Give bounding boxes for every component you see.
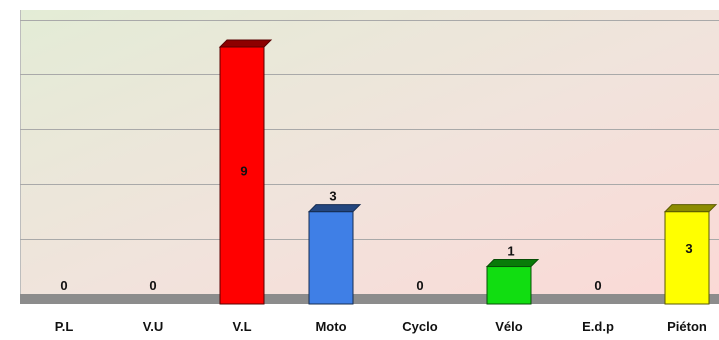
tick-label-P.L: P.L (55, 319, 74, 334)
data-label-Cyclo: 0 (416, 278, 423, 293)
tick-label-Piéton: Piéton (667, 319, 707, 334)
bar-Moto (308, 211, 354, 305)
data-labels: 0 0 9 3 0 1 0 3 (60, 163, 692, 293)
tick-label-Cyclo: Cyclo (402, 319, 437, 334)
data-label-Moto: 3 (329, 189, 336, 204)
x-axis-tick-labels: P.L V.U V.L Moto Cyclo Vélo E.d.p Piéton (55, 319, 707, 334)
tick-label-E.d.p: E.d.p (582, 319, 614, 334)
data-label-V.L: 9 (240, 163, 247, 178)
bars (218, 39, 718, 305)
tick-label-V.U: V.U (143, 319, 163, 334)
bar-V.L (219, 46, 265, 305)
bar-top-V.L (218, 39, 273, 48)
bar-top-Vélo (485, 259, 540, 268)
data-label-Vélo: 1 (507, 244, 514, 259)
data-label-V.U: 0 (149, 278, 156, 293)
tick-label-Moto: Moto (315, 319, 346, 334)
bar-Vélo (486, 266, 532, 305)
bar-top-Moto (307, 204, 362, 213)
chart-floor (20, 294, 719, 304)
bar-Piéton (664, 211, 710, 305)
bar-top-Piéton (663, 204, 718, 213)
tick-label-V.L: V.L (232, 319, 251, 334)
data-label-P.L: 0 (60, 278, 67, 293)
plot-background (20, 10, 719, 294)
data-label-E.d.p: 0 (594, 278, 601, 293)
data-label-Piéton: 3 (685, 241, 692, 256)
gridlines (20, 10, 719, 304)
tick-label-Vélo: Vélo (495, 319, 523, 334)
